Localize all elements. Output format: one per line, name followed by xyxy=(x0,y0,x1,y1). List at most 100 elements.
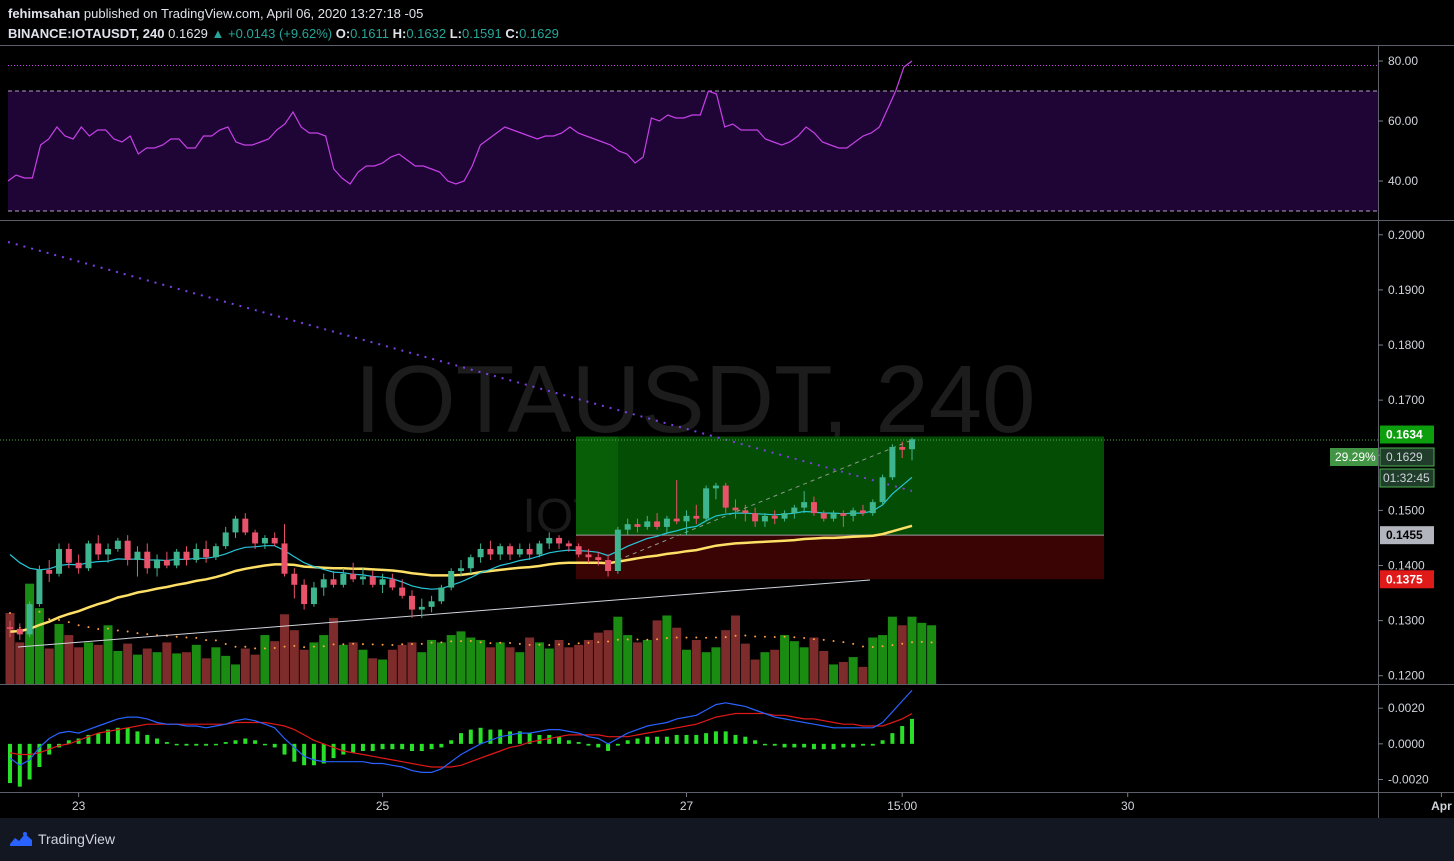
macd-histogram-bar xyxy=(302,743,307,766)
macd-histogram-bar xyxy=(390,743,395,750)
volume-ma-dot xyxy=(803,637,806,640)
volume-bar xyxy=(554,639,564,684)
candle-body xyxy=(389,579,396,588)
volume-bar xyxy=(770,649,780,684)
candle-body xyxy=(291,573,298,585)
volume-ma-dot xyxy=(283,645,286,648)
volume-ma-dot xyxy=(469,639,472,642)
volume-ma-dot xyxy=(665,637,668,640)
candle-body xyxy=(271,537,278,544)
candle-body xyxy=(242,518,249,533)
open-label: O: xyxy=(335,26,351,41)
entry-price-tag-bg xyxy=(1380,526,1434,545)
candle-body xyxy=(859,510,866,514)
macd-histogram-bar xyxy=(253,740,258,744)
published-text: published on TradingView.com, April 06, … xyxy=(83,6,424,21)
macd-histogram-bar xyxy=(694,734,699,744)
stop-price-tag: 0.1375 xyxy=(1386,572,1423,586)
volume-bar xyxy=(711,647,721,684)
volume-bar xyxy=(74,647,84,684)
symbol-label[interactable]: BINANCE:IOTAUSDT, 240 xyxy=(8,26,165,41)
macd-histogram-bar xyxy=(76,738,81,744)
candle-body xyxy=(65,548,72,563)
candle-body xyxy=(428,601,435,607)
volume-ma-dot xyxy=(332,643,335,646)
macd-histogram-bar xyxy=(370,743,375,751)
volume-bar xyxy=(721,630,731,684)
axes: 80.00 60.00 40.00 0.2000 0.1900 0.1800 0.1700 0… xyxy=(72,54,1452,813)
volume-bar xyxy=(760,652,770,684)
candle-body xyxy=(144,551,151,569)
candle-body xyxy=(634,524,641,527)
volume-bar xyxy=(446,635,456,684)
high-value: 0.1632 xyxy=(406,26,447,41)
macd-histogram-bar xyxy=(488,729,493,744)
volume-bar xyxy=(887,616,897,684)
macd-histogram-bar xyxy=(380,743,385,750)
volume-bar xyxy=(309,642,319,684)
volume-bar xyxy=(338,644,348,684)
candle-body xyxy=(663,518,670,527)
macd-histogram-bar xyxy=(164,742,169,744)
candle-body xyxy=(516,548,523,555)
macd-histogram-bar xyxy=(155,738,160,744)
candle-body xyxy=(644,521,651,527)
macd-histogram-bar xyxy=(635,738,640,744)
candle-body xyxy=(281,543,288,574)
macd-histogram-bar xyxy=(449,740,454,744)
volume-bar xyxy=(809,637,819,684)
author-name[interactable]: fehimsahan xyxy=(8,6,81,21)
candle-body xyxy=(350,573,357,580)
macd-histogram-bar xyxy=(753,740,758,744)
volume-ma-dot xyxy=(489,642,492,645)
macd-histogram-bar xyxy=(517,731,522,744)
tradingview-brand[interactable]: TradingView xyxy=(38,831,116,847)
macd-histogram-bar xyxy=(223,742,228,744)
candle-body xyxy=(556,537,563,544)
tradingview-logo-icon[interactable] xyxy=(10,832,32,846)
stop-price-tag-bg xyxy=(1380,570,1434,589)
volume-ma-dot xyxy=(548,644,551,647)
volume-ma-dot xyxy=(842,641,845,644)
macd-histogram-bar xyxy=(409,743,414,751)
macd-histogram-bar xyxy=(419,743,424,751)
volume-bar xyxy=(564,647,574,684)
volume-bar xyxy=(123,643,133,684)
volume-ma-dot xyxy=(499,641,502,644)
volume-ma-dot xyxy=(616,638,619,641)
volume-ma-dot xyxy=(538,643,541,646)
volume-ma-dot xyxy=(293,644,296,647)
volume-ma-dot xyxy=(48,618,51,621)
macd-histogram-bar xyxy=(733,734,738,744)
target-projection-line xyxy=(617,439,913,561)
open-value: 0.1611 xyxy=(350,26,389,41)
volume-ma-dot xyxy=(528,643,531,646)
volume-ma-dot xyxy=(263,647,266,650)
macd-histogram-bar xyxy=(841,743,846,748)
candle-body xyxy=(624,524,631,530)
volume-bar xyxy=(750,659,760,684)
candle-body xyxy=(605,559,612,572)
volume-ma-dot xyxy=(724,636,727,639)
close-label: C: xyxy=(505,26,520,41)
macd-histogram-bar xyxy=(684,734,689,744)
candle-body xyxy=(801,502,808,508)
volume-ma-dot xyxy=(920,640,923,643)
volume-ma-dot xyxy=(930,641,933,644)
volume-ma-dot xyxy=(793,636,796,639)
volume-bar xyxy=(466,637,476,684)
time-tick-label: 27 xyxy=(680,799,694,813)
volume-bar xyxy=(191,644,201,684)
volume-ma-dot xyxy=(881,645,884,648)
candle-body xyxy=(379,579,386,585)
rsi-band xyxy=(8,91,1378,211)
volume-bar xyxy=(132,654,142,684)
macd-histogram-bar xyxy=(429,743,434,750)
candle-body xyxy=(36,569,43,605)
candle-body xyxy=(742,510,749,514)
volume-ma-dot xyxy=(107,627,110,630)
volume-bar xyxy=(368,658,378,684)
volume-bar xyxy=(162,642,172,684)
volume-bar xyxy=(868,637,878,684)
volume-bar xyxy=(319,635,329,684)
